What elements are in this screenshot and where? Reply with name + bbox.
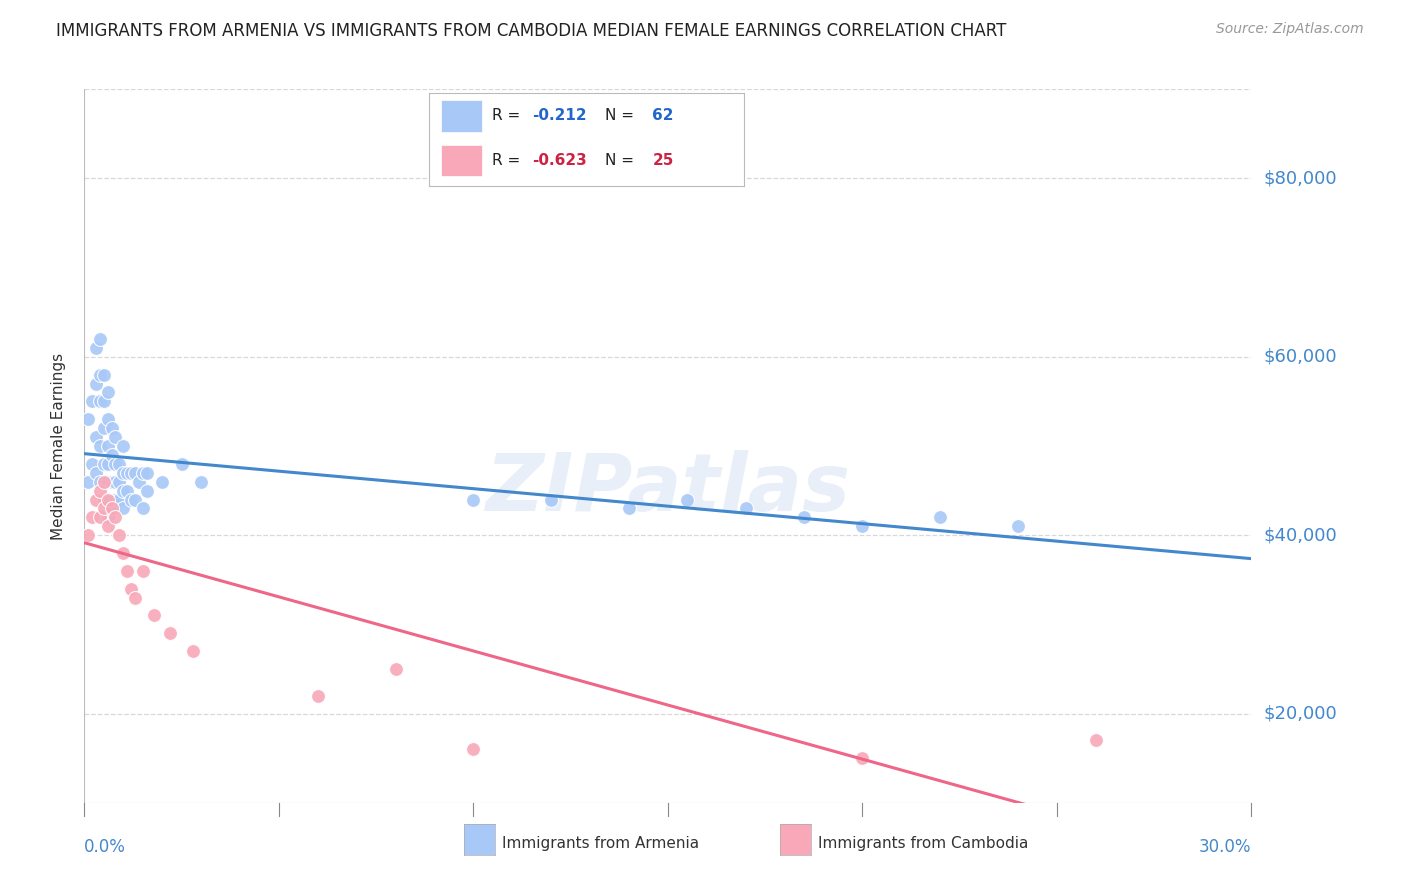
Text: IMMIGRANTS FROM ARMENIA VS IMMIGRANTS FROM CAMBODIA MEDIAN FEMALE EARNINGS CORRE: IMMIGRANTS FROM ARMENIA VS IMMIGRANTS FR… bbox=[56, 22, 1007, 40]
Text: $80,000: $80,000 bbox=[1263, 169, 1337, 187]
Point bbox=[93, 501, 115, 516]
Point bbox=[89, 332, 111, 346]
Point bbox=[84, 376, 107, 391]
Point bbox=[104, 430, 127, 444]
Point bbox=[1007, 519, 1029, 533]
Point bbox=[93, 394, 115, 409]
Point bbox=[89, 368, 111, 382]
Point bbox=[100, 448, 122, 462]
Text: $40,000: $40,000 bbox=[1263, 526, 1337, 544]
Point bbox=[97, 457, 120, 471]
Point bbox=[89, 475, 111, 489]
Point bbox=[124, 492, 146, 507]
Point bbox=[93, 421, 115, 435]
Point bbox=[132, 564, 155, 578]
Point bbox=[190, 475, 212, 489]
Point bbox=[540, 492, 562, 507]
Text: 0.0%: 0.0% bbox=[84, 838, 127, 856]
Point bbox=[100, 475, 122, 489]
Point bbox=[124, 466, 146, 480]
Point bbox=[97, 492, 120, 507]
Point bbox=[84, 492, 107, 507]
Point bbox=[89, 394, 111, 409]
Point bbox=[734, 501, 756, 516]
Point bbox=[77, 528, 100, 542]
Point bbox=[112, 546, 135, 560]
Point bbox=[82, 457, 104, 471]
Point bbox=[143, 608, 166, 623]
Text: Source: ZipAtlas.com: Source: ZipAtlas.com bbox=[1216, 22, 1364, 37]
Point bbox=[617, 501, 640, 516]
Point bbox=[89, 483, 111, 498]
Point bbox=[100, 421, 122, 435]
Point bbox=[181, 644, 204, 658]
Point bbox=[97, 510, 120, 524]
Point bbox=[1084, 733, 1107, 747]
Point bbox=[112, 439, 135, 453]
Text: ZIPatlas: ZIPatlas bbox=[485, 450, 851, 528]
Point bbox=[132, 501, 155, 516]
Point bbox=[676, 492, 699, 507]
Point bbox=[120, 582, 142, 596]
Point bbox=[104, 510, 127, 524]
Point bbox=[170, 457, 193, 471]
Point bbox=[307, 689, 329, 703]
Point bbox=[124, 591, 146, 605]
Text: $60,000: $60,000 bbox=[1263, 348, 1337, 366]
Text: Immigrants from Cambodia: Immigrants from Cambodia bbox=[818, 837, 1029, 851]
Point bbox=[93, 492, 115, 507]
Point bbox=[128, 475, 150, 489]
Point bbox=[132, 466, 155, 480]
Point bbox=[97, 519, 120, 533]
Point bbox=[384, 662, 406, 676]
Point bbox=[77, 475, 100, 489]
Point bbox=[108, 528, 131, 542]
Point bbox=[115, 466, 138, 480]
Point bbox=[89, 510, 111, 524]
Point bbox=[84, 430, 107, 444]
Point bbox=[93, 368, 115, 382]
Point bbox=[929, 510, 952, 524]
Point bbox=[115, 483, 138, 498]
Text: 30.0%: 30.0% bbox=[1199, 838, 1251, 856]
Point bbox=[793, 510, 815, 524]
Text: Median Female Earnings: Median Female Earnings bbox=[51, 352, 66, 540]
Point bbox=[100, 501, 122, 516]
Text: $20,000: $20,000 bbox=[1263, 705, 1337, 723]
Point bbox=[93, 457, 115, 471]
Point bbox=[97, 412, 120, 426]
Point bbox=[77, 412, 100, 426]
Point bbox=[97, 385, 120, 400]
Point bbox=[84, 466, 107, 480]
Point bbox=[100, 501, 122, 516]
Point bbox=[112, 483, 135, 498]
Point bbox=[120, 492, 142, 507]
Point bbox=[150, 475, 173, 489]
Point bbox=[84, 341, 107, 355]
Point bbox=[115, 564, 138, 578]
Point bbox=[97, 439, 120, 453]
Point bbox=[463, 742, 485, 756]
Point bbox=[112, 466, 135, 480]
Point bbox=[851, 751, 873, 765]
Point bbox=[93, 475, 115, 489]
Point bbox=[112, 501, 135, 516]
Point bbox=[108, 475, 131, 489]
Point bbox=[108, 492, 131, 507]
Text: Immigrants from Armenia: Immigrants from Armenia bbox=[502, 837, 699, 851]
Point bbox=[159, 626, 181, 640]
Point bbox=[82, 510, 104, 524]
Point bbox=[135, 466, 157, 480]
Point bbox=[851, 519, 873, 533]
Point bbox=[82, 394, 104, 409]
Point bbox=[108, 457, 131, 471]
Point bbox=[120, 466, 142, 480]
Point bbox=[463, 492, 485, 507]
Point bbox=[104, 457, 127, 471]
Point bbox=[89, 439, 111, 453]
Point bbox=[104, 475, 127, 489]
Point bbox=[135, 483, 157, 498]
Point bbox=[104, 492, 127, 507]
Point bbox=[97, 475, 120, 489]
